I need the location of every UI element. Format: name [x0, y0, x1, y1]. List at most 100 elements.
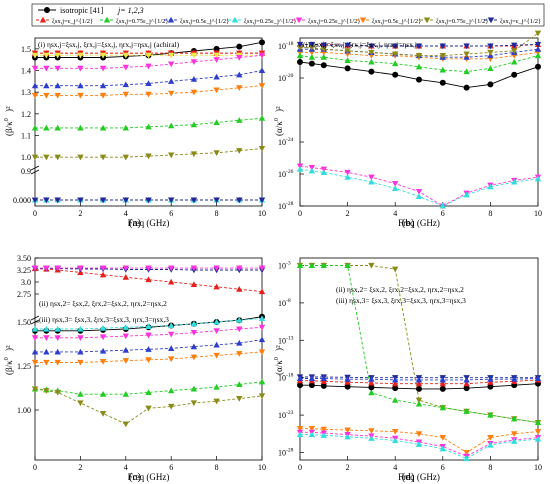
data-point — [43, 65, 50, 72]
data-point — [31, 348, 39, 355]
tick-label: 10-28 — [278, 201, 294, 211]
tick-label: 0 — [33, 209, 37, 218]
y-axis-label: (β/κ0 — [3, 118, 14, 136]
data-point — [190, 330, 198, 336]
data-point — [534, 52, 542, 59]
data-point — [487, 441, 494, 448]
data-point — [31, 92, 39, 99]
tick-label: 10-28 — [278, 448, 294, 458]
data-point — [99, 52, 107, 59]
data-point — [439, 66, 446, 73]
data-point — [145, 357, 152, 364]
data-point — [320, 42, 327, 49]
data-point — [392, 380, 399, 387]
data-point — [145, 52, 152, 59]
data-point — [258, 145, 266, 152]
y-axis-label: )² — [274, 345, 284, 351]
legend-label: ξsx,j=0.75ε_j^{1/2} — [436, 18, 489, 25]
data-point — [77, 65, 84, 72]
data-point — [99, 154, 107, 161]
data-point — [415, 63, 423, 70]
data-point — [31, 52, 39, 59]
data-point — [415, 376, 423, 383]
data-point — [344, 57, 351, 63]
legend-label: ξsx,j=ε_j^{1/2} — [52, 18, 93, 25]
tick-label: 10-3 — [278, 260, 291, 270]
data-point — [308, 262, 316, 269]
panel-d: 10-3 10-8 10-13 10-18 10-23 10-28 0 2 4 6 8 10 Freq … — [273, 257, 542, 482]
data-point — [320, 378, 327, 385]
data-point — [122, 346, 129, 353]
data-point — [368, 389, 375, 396]
data-point — [145, 276, 152, 283]
data-point — [392, 266, 399, 273]
data-point — [368, 58, 375, 65]
data-point — [368, 68, 375, 75]
data-point — [392, 71, 399, 78]
annotation: (i) ηsx,j=ξsx,j, ξrx,j=ξsx,j, ηrx,j=ηsx,… — [38, 40, 180, 49]
data-point — [439, 376, 446, 383]
data-point — [213, 197, 220, 204]
data-point — [236, 197, 243, 204]
data-point — [368, 43, 375, 50]
data-point — [213, 52, 220, 59]
data-point — [511, 48, 518, 54]
data-point — [487, 43, 494, 50]
data-point — [122, 390, 129, 397]
data-point — [236, 117, 243, 123]
data-point — [368, 376, 375, 382]
data-point — [77, 325, 84, 332]
data-point — [439, 43, 446, 50]
data-point — [99, 92, 107, 99]
data-point — [213, 119, 220, 126]
series-line — [35, 268, 262, 271]
data-point — [43, 82, 50, 89]
data-point — [236, 326, 243, 333]
data-point — [487, 81, 494, 88]
data-point — [122, 358, 129, 364]
tick-label: 6 — [169, 463, 173, 472]
data-point — [320, 46, 327, 53]
series-line — [300, 379, 539, 385]
data-point — [168, 265, 175, 272]
data-point — [54, 325, 61, 332]
data-point — [295, 17, 303, 24]
tick-label: 2 — [346, 463, 350, 472]
data-point — [415, 400, 423, 407]
data-point — [258, 315, 266, 322]
data-point — [511, 431, 518, 438]
data-point — [39, 16, 47, 23]
data-point — [145, 80, 152, 87]
data-point — [145, 346, 152, 352]
series-line — [299, 55, 539, 73]
panel-label-b: (b) — [402, 217, 415, 229]
data-point — [534, 175, 542, 182]
data-point — [392, 185, 399, 191]
data-point — [236, 265, 243, 272]
data-point — [54, 92, 61, 99]
data-point — [415, 441, 423, 447]
tick-label: 3.50 — [17, 254, 31, 263]
tick-label: 6 — [441, 463, 445, 472]
data-point — [392, 376, 399, 383]
tick-label: 0 — [298, 463, 302, 472]
data-point — [297, 382, 303, 389]
data-point — [463, 68, 470, 75]
data-point — [43, 124, 50, 131]
data-point — [344, 42, 351, 49]
data-point — [213, 283, 220, 290]
data-point — [167, 16, 175, 23]
axis-break — [30, 165, 40, 171]
data-point — [190, 89, 198, 96]
data-point — [190, 343, 198, 350]
plot-area — [299, 37, 539, 207]
data-point — [344, 433, 351, 440]
plot-area — [34, 257, 263, 461]
data-point — [463, 455, 470, 462]
tick-label: 8 — [215, 463, 219, 472]
data-point — [99, 410, 107, 417]
data-point — [308, 375, 316, 382]
tick-label: 10-23 — [278, 410, 294, 420]
annotation: (i) ηsx,j=ξsx,j, ξrx,j=ξsx,j, ηrx,j=ηsx,… — [303, 40, 417, 49]
data-point — [236, 54, 243, 61]
